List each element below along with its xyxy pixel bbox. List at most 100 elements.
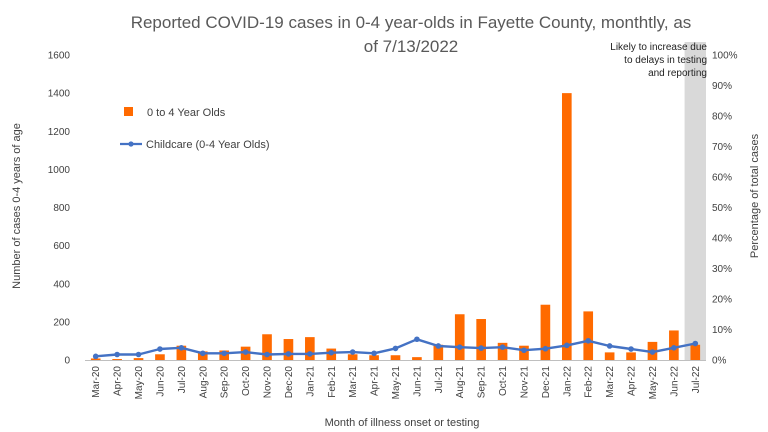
bar-Apr-21 <box>369 355 379 360</box>
bar-Aug-21 <box>454 314 465 360</box>
y-tick-label: 400 <box>53 279 70 290</box>
bar-Mar-20 <box>90 358 101 360</box>
y2-tick-label: 90% <box>712 81 732 92</box>
line-point-Mar-21 <box>349 349 356 355</box>
line-point-Aug-21 <box>456 344 463 350</box>
line-series <box>92 336 699 360</box>
line-point-Apr-22 <box>628 346 634 352</box>
line-point-May-21 <box>392 345 399 352</box>
line-point-Jun-21 <box>414 336 420 343</box>
line-point-Apr-20 <box>114 351 120 358</box>
x-tick-label: Jul-22 <box>691 366 702 394</box>
y2-tick-label: 80% <box>712 112 732 123</box>
y-tick-label: 1600 <box>48 51 71 62</box>
bar-Feb-22 <box>583 311 594 360</box>
bar-Nov-20 <box>262 334 272 360</box>
x-tick-label: Dec-21 <box>541 366 552 399</box>
line-point-Mar-20 <box>92 353 99 360</box>
y2-tick-label: 10% <box>712 325 732 336</box>
chart-title-line-2: of 7/13/2022 <box>364 37 459 56</box>
y2-tick-label: 0% <box>712 356 727 367</box>
x-tick-label: Feb-21 <box>327 366 338 398</box>
line-point-Nov-21 <box>521 347 527 354</box>
x-tick-label: Feb-22 <box>584 366 595 398</box>
bar-Dec-21 <box>540 304 551 360</box>
note-line-2: to delays in testing <box>624 55 707 66</box>
bar-Mar-21 <box>347 354 358 360</box>
y-tick-label: 200 <box>53 317 70 328</box>
bar-Jun-20 <box>155 354 165 360</box>
x-tick-label: Jan-22 <box>562 366 573 397</box>
legend-bar-label: 0 to 4 Year Olds <box>147 107 226 119</box>
x-tick-label: May-21 <box>391 366 402 400</box>
chart-title-line-1: Reported COVID-19 cases in 0-4 year-olds… <box>131 13 692 32</box>
x-tick-label: Jan-21 <box>305 366 316 397</box>
bar-May-21 <box>390 355 401 360</box>
legend-bar-swatch <box>124 107 133 116</box>
x-tick-label: Jun-22 <box>669 366 680 397</box>
bar-Dec-20 <box>283 339 294 360</box>
x-tick-label: Jul-20 <box>177 366 188 394</box>
tick-labels: 0 200 400 600 800 1000 1200 1400 1600 0% 10% 20% 30%… <box>48 51 738 400</box>
line-point-Jul-21 <box>435 343 442 349</box>
line-point-May-22 <box>649 349 656 355</box>
x-tick-label: May-20 <box>134 366 145 400</box>
shaded-region-rect <box>684 42 706 360</box>
x-tick-label: Sep-20 <box>220 366 231 399</box>
bar-Apr-22 <box>626 352 636 360</box>
x-tick-label: Oct-21 <box>498 366 509 396</box>
x-tick-label: Jul-21 <box>434 366 445 394</box>
line-point-Dec-21 <box>542 345 549 352</box>
note-line-1: Likely to increase due <box>610 42 707 53</box>
y2-tick-label: 70% <box>712 142 732 153</box>
bar-Jan-21 <box>305 337 315 360</box>
legend-line-label: Childcare (0-4 Year Olds) <box>146 139 270 151</box>
y-axis-label: Number of cases 0-4 years of age <box>11 123 23 289</box>
x-tick-label: Oct-20 <box>241 366 252 396</box>
x-tick-label: May-22 <box>648 366 659 400</box>
line-point-Jun-20 <box>157 346 163 352</box>
line-point-Sep-21 <box>478 345 484 351</box>
line-point-May-20 <box>135 351 142 358</box>
x-tick-label: Jun-20 <box>155 366 166 397</box>
y2-tick-label: 20% <box>712 295 732 306</box>
line-point-Jul-22 <box>692 340 699 347</box>
x-tick-label: Apr-20 <box>113 366 124 396</box>
shaded-region <box>684 42 706 360</box>
line-point-Oct-20 <box>242 349 249 355</box>
x-tick-label: Jun-21 <box>412 366 423 397</box>
bar-Oct-21 <box>497 342 508 360</box>
y-tick-label: 0 <box>64 356 70 367</box>
x-tick-label: Aug-20 <box>198 366 209 399</box>
bar-Jul-20 <box>176 345 187 360</box>
line-point-Dec-20 <box>285 351 292 357</box>
bar-Jun-21 <box>412 357 422 360</box>
x-tick-label: Mar-21 <box>348 366 359 398</box>
x-tick-label: Apr-21 <box>370 366 381 396</box>
bar-Jul-22 <box>690 344 701 360</box>
line-point-Jan-21 <box>307 351 313 357</box>
x-tick-label: Sep-21 <box>477 366 488 399</box>
line-point-Feb-21 <box>328 349 335 356</box>
x-tick-label: Dec-20 <box>284 366 295 399</box>
legend-line-marker <box>128 141 134 147</box>
y2-axis-label: Percentage of total cases <box>749 133 761 258</box>
y2-tick-label: 30% <box>712 264 732 275</box>
y2-tick-label: 50% <box>712 203 732 214</box>
x-tick-label: Nov-21 <box>519 366 530 399</box>
y2-tick-label: 100% <box>712 51 738 62</box>
legend: 0 to 4 Year Olds Childcare (0-4 Year Old… <box>120 107 270 151</box>
line-point-Mar-22 <box>606 343 613 349</box>
bar-Apr-20 <box>112 359 122 360</box>
bar-Sep-21 <box>476 319 486 360</box>
x-tick-label: Mar-22 <box>605 366 616 398</box>
line-point-Aug-20 <box>199 350 206 357</box>
y2-tick-label: 60% <box>712 173 732 184</box>
bar-May-20 <box>133 358 144 360</box>
x-axis-label: Month of illness onset or testing <box>325 417 480 429</box>
line-point-Jul-20 <box>178 345 185 351</box>
y-tick-label: 600 <box>53 241 70 252</box>
line-point-Sep-20 <box>221 350 227 357</box>
bar-Jan-22 <box>561 93 572 360</box>
